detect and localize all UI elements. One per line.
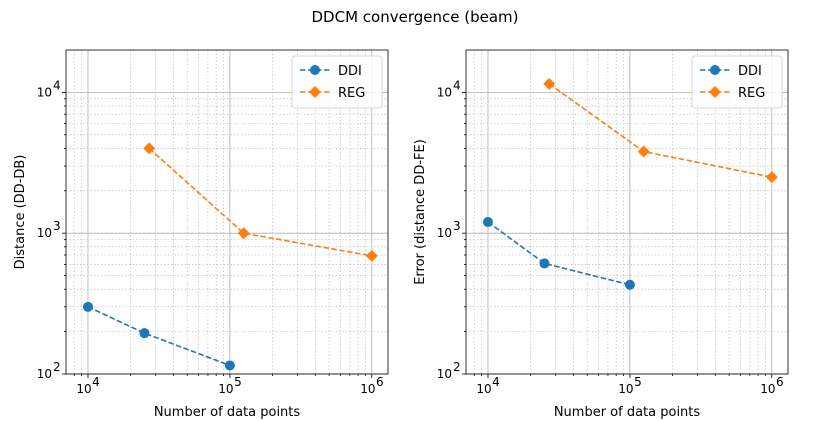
legend-label-reg: REG [338, 86, 365, 101]
series-reg [543, 77, 778, 184]
x-tick-label-exponent: 4 [92, 375, 100, 389]
y-tick-label: 10 [437, 85, 452, 99]
data-point-ddi [139, 328, 150, 339]
data-point-ddi [624, 279, 635, 290]
legend-marker-ddi [310, 65, 320, 75]
y-axis-label: Distance (DD-DB) [13, 155, 28, 270]
series-reg [143, 142, 378, 262]
data-point-reg [143, 142, 156, 155]
y-tick-label: 10 [437, 367, 452, 381]
x-axis-label: Number of data points [554, 405, 701, 420]
legend-marker-reg [309, 86, 321, 98]
data-point-reg [765, 171, 778, 184]
data-point-ddi [482, 217, 493, 228]
y-tick-label: 10 [37, 226, 52, 240]
plot-frame [65, 49, 389, 375]
data-point-ddi [224, 360, 235, 371]
x-tick-label: 10 [618, 382, 633, 396]
x-tick-label-exponent: 6 [776, 375, 784, 389]
series-ddi [82, 301, 235, 371]
y-tick-label-exponent: 4 [453, 78, 461, 92]
y-tick-label-exponent: 2 [53, 360, 61, 374]
plot-frame [465, 49, 789, 375]
y-tick-label-exponent: 4 [53, 78, 61, 92]
series-line-reg [148, 147, 372, 257]
data-point-reg [543, 77, 556, 90]
series-line-ddi [487, 221, 631, 286]
legend-marker-reg [709, 86, 721, 98]
data-point-ddi [539, 258, 550, 269]
x-tick-label: 10 [218, 382, 233, 396]
series-ddi [482, 217, 635, 290]
x-tick-label: 10 [360, 382, 375, 396]
y-tick-label-exponent: 3 [53, 219, 61, 233]
legend-label-reg: REG [738, 86, 765, 101]
legend-label-ddi: DDI [338, 64, 362, 79]
x-tick-label-exponent: 5 [634, 375, 642, 389]
y-tick-label: 10 [37, 85, 52, 99]
y-tick-label-exponent: 2 [453, 360, 461, 374]
x-tick-label-exponent: 6 [376, 375, 384, 389]
data-point-reg [237, 227, 250, 240]
x-tick-label-exponent: 4 [492, 375, 500, 389]
data-point-ddi [82, 301, 93, 312]
legend-box [291, 55, 383, 109]
x-tick-label: 10 [476, 382, 491, 396]
x-tick-label-exponent: 5 [234, 375, 242, 389]
legend-label-ddi: DDI [738, 64, 762, 79]
y-tick-label: 10 [437, 226, 452, 240]
data-point-reg [365, 249, 378, 262]
figure-title: DDCM convergence (beam) [312, 8, 519, 26]
x-tick-label: 10 [76, 382, 91, 396]
y-tick-label-exponent: 3 [453, 219, 461, 233]
y-axis-label: Error (distance DD-FE) [413, 139, 428, 285]
legend-marker-ddi [710, 65, 720, 75]
series-line-ddi [87, 306, 231, 367]
x-tick-label: 10 [760, 382, 775, 396]
data-point-reg [637, 145, 650, 158]
x-axis-label: Number of data points [154, 405, 301, 420]
grid [64, 50, 388, 376]
legend: DDI REG [291, 55, 383, 109]
legend-box [691, 55, 783, 109]
legend: DDI REG [691, 55, 783, 109]
y-tick-label: 10 [37, 367, 52, 381]
